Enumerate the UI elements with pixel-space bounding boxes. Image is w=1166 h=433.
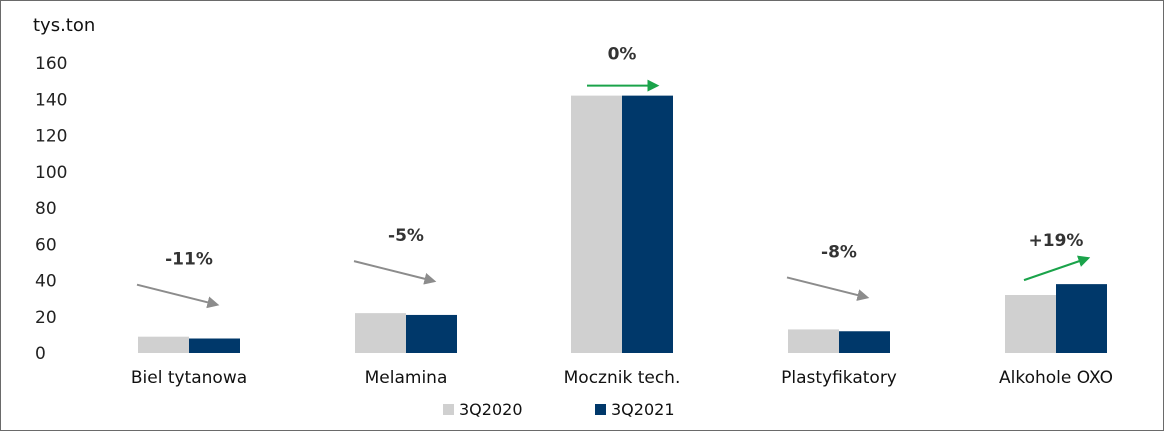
bar-3q2021-2: [622, 95, 673, 353]
category-label: Alkohole OXO: [999, 368, 1113, 388]
trend-percent-label: +19%: [1029, 231, 1084, 251]
category-label: Mocznik tech.: [564, 368, 681, 388]
trend-percent-label: -8%: [821, 242, 857, 262]
category-label: Melamina: [365, 368, 448, 388]
legend-label: 3Q2021: [611, 400, 675, 419]
trend-percent-label: -11%: [165, 250, 213, 270]
y-tick-label: 80: [35, 199, 57, 219]
y-tick-label: 120: [35, 127, 67, 147]
bar-3q2021-0: [189, 338, 240, 353]
bar-3q2021-4: [1056, 284, 1107, 353]
trend-down-arrow-icon: [353, 260, 437, 285]
y-tick-label: 20: [35, 308, 57, 328]
bar-3q2020-1: [355, 313, 406, 353]
bar-3q2020-4: [1005, 295, 1056, 353]
bars: [138, 95, 1107, 353]
trend-down-arrow-icon: [136, 283, 220, 309]
x-axis-categories: Biel tytanowa Melamina Mocznik tech. Plasty…: [131, 368, 1113, 388]
bar-3q2020-3: [788, 329, 839, 353]
category-label: Biel tytanowa: [131, 368, 247, 388]
trend-annotations: -11% -5% 0% -8% +19%: [136, 45, 1091, 309]
bar-3q2020-0: [138, 336, 189, 353]
y-tick-label: 140: [35, 90, 67, 110]
y-tick-label: 160: [35, 54, 67, 74]
legend-label: 3Q2020: [459, 400, 523, 419]
trend-up-arrow-icon: [1023, 255, 1091, 282]
legend-swatch-0: [443, 404, 454, 415]
category-label: Plastyfikatory: [781, 368, 897, 388]
y-tick-label: 60: [35, 235, 57, 255]
bar-3q2020-2: [571, 95, 622, 353]
legend: 3Q2020 3Q2021: [443, 400, 675, 419]
trend-percent-label: 0%: [608, 45, 637, 65]
y-tick-label: 0: [35, 344, 46, 364]
y-tick-label: 100: [35, 163, 67, 183]
trend-down-arrow-icon: [786, 276, 870, 301]
y-axis-ticks: 0 20 40 60 80 100 120 140 160: [35, 54, 67, 364]
y-axis-unit-label: tys.ton: [33, 15, 95, 36]
trend-percent-label: -5%: [388, 226, 424, 246]
y-tick-label: 40: [35, 272, 57, 292]
legend-swatch-1: [595, 404, 606, 415]
bar-3q2021-3: [839, 331, 890, 353]
bar-3q2021-1: [406, 314, 457, 353]
